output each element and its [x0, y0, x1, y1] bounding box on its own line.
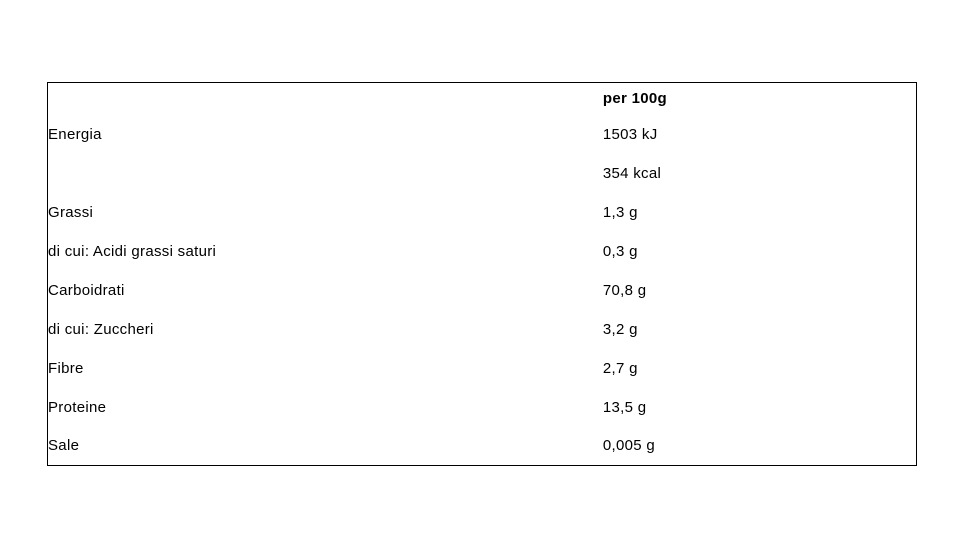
table-row: di cui: Zuccheri 3,2 g [48, 310, 917, 349]
row-label: Grassi [48, 193, 603, 232]
table-row: Fibre 2,7 g [48, 349, 917, 388]
row-label: Proteine [48, 388, 603, 427]
row-value: 0,3 g [603, 232, 917, 271]
row-label: Carboidrati [48, 271, 603, 310]
header-value-cell: per 100g [603, 83, 917, 115]
header-label-cell [48, 83, 603, 115]
table-row: Grassi 1,3 g [48, 193, 917, 232]
row-label [48, 154, 603, 193]
row-value: 2,7 g [603, 349, 917, 388]
row-label: Energia [48, 115, 603, 154]
table-row: di cui: Acidi grassi saturi 0,3 g [48, 232, 917, 271]
row-label: di cui: Acidi grassi saturi [48, 232, 603, 271]
table-header-row: per 100g [48, 83, 917, 115]
row-value: 3,2 g [603, 310, 917, 349]
nutrition-table: per 100g Energia 1503 kJ 354 kcal Grassi… [47, 82, 917, 466]
row-value: 354 kcal [603, 154, 917, 193]
row-label: di cui: Zuccheri [48, 310, 603, 349]
row-value: 0,005 g [603, 427, 917, 466]
row-value: 1503 kJ [603, 115, 917, 154]
table-row: Carboidrati 70,8 g [48, 271, 917, 310]
table-row: 354 kcal [48, 154, 917, 193]
table-row: Sale 0,005 g [48, 427, 917, 466]
row-value: 70,8 g [603, 271, 917, 310]
row-label: Sale [48, 427, 603, 466]
table-row: Energia 1503 kJ [48, 115, 917, 154]
table-row: Proteine 13,5 g [48, 388, 917, 427]
row-value: 1,3 g [603, 193, 917, 232]
row-label: Fibre [48, 349, 603, 388]
row-value: 13,5 g [603, 388, 917, 427]
